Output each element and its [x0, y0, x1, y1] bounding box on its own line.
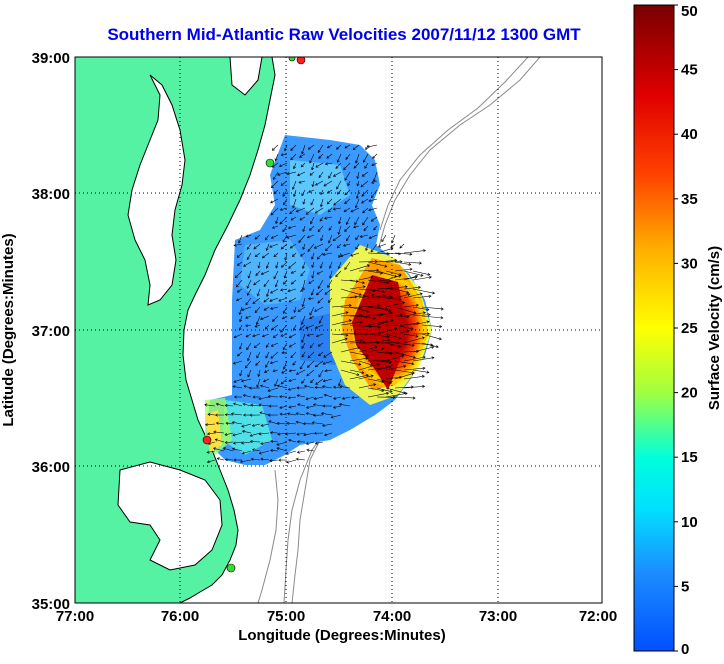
colorbar-tick-label: 40 [681, 126, 698, 143]
colorbar-tick-label: 0 [681, 641, 689, 658]
y-axis-label: Latitude (Degrees:Minutes) [0, 233, 17, 426]
radar-station-marker [289, 55, 295, 61]
y-tick-label: 35:00 [32, 596, 70, 613]
y-tick-label: 37:00 [32, 323, 70, 340]
colorbar-tick-label: 20 [681, 385, 698, 402]
colorbar-tick-label: 5 [681, 578, 689, 595]
x-tick-label: 74:00 [373, 608, 411, 625]
y-tick-label: 38:00 [32, 186, 70, 203]
colorbar-tick-label: 35 [681, 191, 698, 208]
colorbar [634, 5, 674, 651]
x-axis-label: Longitude (Degrees:Minutes) [238, 627, 446, 644]
radar-station-marker [203, 436, 211, 444]
x-tick-label: 73:00 [479, 608, 517, 625]
y-tick-label: 39:00 [32, 50, 70, 67]
colorbar-label: Surface Velocity (cm/s) [706, 246, 723, 410]
x-tick-label: 75:00 [267, 608, 305, 625]
colorbar-tick-label: 10 [681, 514, 698, 531]
x-tick-label: 72:00 [579, 608, 617, 625]
colorbar-tick-label: 25 [681, 320, 698, 337]
colorbar-tick-label: 15 [681, 449, 698, 466]
colorbar-tick-label: 30 [681, 255, 698, 272]
x-axis: 77:00 76:00 75:00 74:00 73:00 72:00 [56, 608, 617, 625]
colorbar-tick-label: 50 [681, 3, 698, 20]
colorbar-tick-label: 45 [681, 62, 698, 79]
radar-station-marker [266, 159, 274, 167]
radar-station-marker [227, 564, 235, 572]
chart-title: Southern Mid-Atlantic Raw Velocities 200… [107, 25, 581, 44]
y-axis: 39:00 38:00 37:00 36:00 35:00 [32, 50, 70, 613]
x-tick-label: 76:00 [161, 608, 199, 625]
y-tick-label: 36:00 [32, 459, 70, 476]
